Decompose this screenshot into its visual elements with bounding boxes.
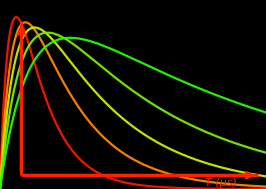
- Text: T (μs): T (μs): [205, 178, 237, 188]
